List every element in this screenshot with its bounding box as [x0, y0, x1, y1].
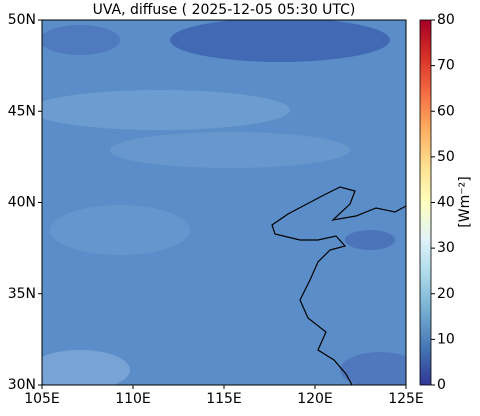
colorbar-tick-label: 20: [437, 286, 455, 302]
colorbar-tick-label: 70: [437, 58, 455, 74]
x-tick-label: 125E: [388, 391, 424, 407]
colorbar: [419, 19, 432, 386]
colorbar-tick-label: 60: [437, 103, 455, 119]
colorbar-tick-label: 40: [437, 195, 455, 211]
y-tick-label: 50N: [8, 12, 36, 28]
y-tick-label: 40N: [8, 195, 36, 211]
y-tick-label: 45N: [8, 103, 36, 119]
field: [42, 20, 406, 385]
colorbar-tick-label: 80: [437, 12, 455, 28]
colorbar-label: [Wm⁻²]: [457, 176, 473, 227]
x-tick-label: 110E: [115, 391, 151, 407]
map-title: UVA, diffuse ( 2025-12-05 05:30 UTC): [93, 2, 356, 18]
colorbar-tick-label: 50: [437, 149, 455, 165]
x-tick-label: 120E: [297, 391, 333, 407]
y-tick-label: 30N: [8, 377, 36, 393]
colorbar-tick-label: 0: [437, 377, 446, 393]
x-tick-label: 115E: [206, 391, 242, 407]
coastline: [271, 186, 406, 385]
colorbar-tick-label: 10: [437, 331, 455, 347]
x-tick-label: 105E: [24, 391, 60, 407]
colorbar-tick-label: 30: [437, 240, 455, 256]
y-tick-label: 35N: [8, 286, 36, 302]
